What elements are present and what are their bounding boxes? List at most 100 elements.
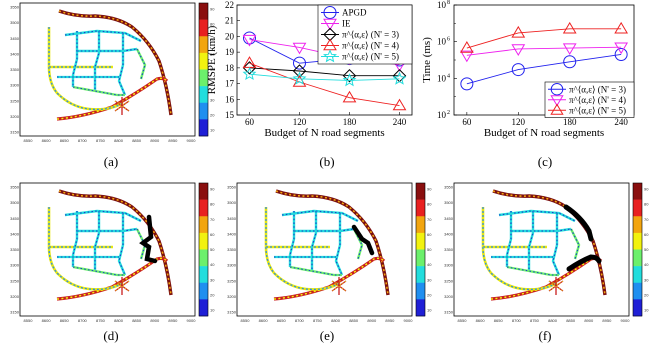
data-point: [292, 71, 307, 85]
series-line: [249, 67, 400, 77]
data-point: [292, 42, 307, 55]
colorbar-tick: 70: [210, 217, 215, 222]
colorbar-segment: [416, 299, 425, 317]
map-y-tick: 3350: [10, 247, 20, 252]
colorbar-segment: [633, 249, 642, 267]
data-point: [243, 31, 256, 45]
map-x-tick: 8700: [295, 318, 305, 323]
x-tick-label: 240: [614, 117, 628, 127]
data-point: [242, 66, 257, 81]
x-tick-label: 120: [293, 117, 307, 127]
colorbar-segment: [633, 199, 642, 217]
map-frame: [19, 2, 196, 137]
map-x-tick: 8700: [78, 138, 88, 143]
x-tick-label: 60: [245, 117, 255, 127]
map-y-tick: 3200: [444, 294, 454, 299]
y-tick-exponent: 2: [447, 110, 450, 116]
map-y-tick: 3350: [444, 247, 454, 252]
data-point: [459, 41, 474, 53]
map-x-tick: 8750: [530, 318, 540, 323]
map-x-tick: 8850: [132, 318, 142, 323]
map-x-tick: 8850: [349, 318, 359, 323]
colorbar-tick: 50: [427, 247, 432, 252]
map-x-tick: 8750: [96, 318, 106, 323]
x-axis-label: Budget of N road segments: [484, 127, 604, 139]
map-y-tick: 3500: [10, 200, 20, 205]
colorbar-segment: [199, 102, 208, 120]
data-point: [614, 21, 629, 34]
colorbar-tick: 40: [644, 262, 649, 267]
x-tick-label: 180: [343, 117, 357, 127]
colorbar-tick: 10: [644, 308, 649, 313]
data-point: [550, 95, 564, 107]
colorbar-segment: [416, 183, 425, 200]
map-y-tick: 3250: [444, 278, 454, 283]
road-map-panel-f: 8550 8600 8650 8700 8750 8800 8850 8900 8950 9000…: [444, 182, 649, 323]
colorbar-tick: 50: [210, 247, 215, 252]
colorbar-segment: [416, 282, 425, 300]
data-point: [511, 44, 526, 56]
road-map-panel-a: 8550 8600 8650 8700 8750 8800 8850 8900 8950 9000…: [10, 2, 215, 143]
map-y-tick: 3300: [444, 263, 454, 268]
y-tick-exponent: 4: [447, 73, 450, 79]
y-axis-label: Time (ms): [421, 37, 433, 83]
map-y-tick: 3300: [10, 263, 20, 268]
data-point: [460, 77, 474, 91]
colorbar-segment: [199, 216, 208, 234]
colorbar-segment: [633, 232, 642, 250]
colorbar-tick: 30: [427, 277, 432, 282]
map-y-tick: 3200: [10, 114, 20, 119]
data-point: [550, 82, 564, 96]
panel-label-e: (e): [320, 328, 334, 343]
data-point: [242, 34, 257, 47]
colorbar-segment: [199, 282, 208, 300]
map-y-tick: 3350: [227, 247, 237, 252]
map-x-tick: 8800: [331, 318, 341, 323]
data-point: [511, 63, 525, 77]
legend-label: π^⟨α,ε⟩ (N' = 4): [342, 41, 399, 51]
series-line: [249, 73, 400, 81]
data-point: [550, 103, 564, 115]
map-y-tick: 3400: [444, 231, 454, 236]
data-point: [323, 27, 337, 42]
colorbar-tick: 10: [210, 128, 215, 133]
panel-label-f: (f): [539, 328, 552, 343]
map-y-tick: 3350: [10, 67, 20, 72]
map-frame: [453, 182, 630, 317]
map-y-tick: 3250: [10, 278, 20, 283]
map-y-tick: 3550: [10, 185, 20, 190]
map-y-tick: 3500: [227, 200, 237, 205]
legend-label: π^⟨α,ε⟩ (N' = 3): [569, 84, 626, 94]
map-y-tick: 3500: [444, 200, 454, 205]
colorbar-segment: [633, 282, 642, 300]
colorbar-tick: 50: [644, 247, 649, 252]
legend-label: APGD: [342, 8, 367, 18]
map-x-tick: 8600: [42, 138, 52, 143]
road-network: [264, 189, 390, 301]
colorbar-tick: 60: [210, 232, 215, 237]
selected-segments: [563, 204, 594, 242]
data-point: [563, 55, 577, 69]
map-x-tick: 8800: [114, 318, 124, 323]
map-x-tick: 8850: [132, 138, 142, 143]
map-x-tick: 8550: [458, 318, 468, 323]
colorbar-segment: [199, 119, 208, 137]
legend-label: π^⟨α,ε⟩ (N' = 4): [569, 95, 626, 105]
colorbar-segment: [416, 266, 425, 284]
colorbar-frame: [415, 182, 426, 317]
x-tick-label: 60: [462, 117, 472, 127]
map-y-tick: 3450: [10, 36, 20, 41]
map-x-tick: 8600: [259, 318, 269, 323]
data-point: [323, 49, 337, 63]
colorbar-tick: 90: [210, 7, 215, 12]
y-tick-label: 19: [225, 47, 235, 57]
map-x-tick: 8800: [548, 318, 558, 323]
colorbar-tick: 40: [210, 262, 215, 267]
map-x-tick: 8550: [24, 138, 34, 143]
data-point: [342, 90, 357, 103]
map-y-tick: 3150: [10, 310, 20, 315]
map-frame: [19, 182, 196, 317]
data-point: [392, 71, 407, 85]
data-point: [293, 56, 306, 70]
colorbar-segment: [633, 183, 642, 200]
